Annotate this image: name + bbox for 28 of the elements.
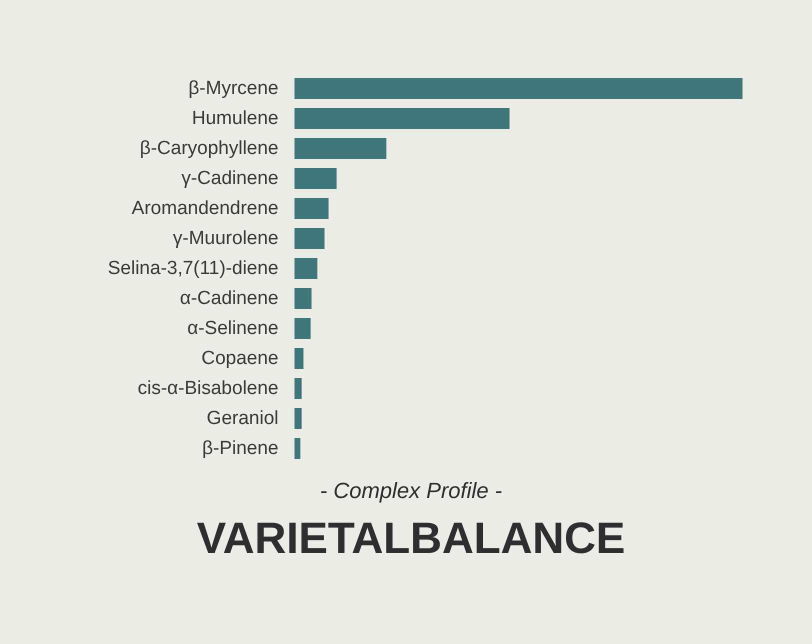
y-tick-label: β-Myrcene — [188, 78, 279, 99]
y-tick-label: β-Caryophyllene — [140, 138, 279, 159]
y-tick-label: cis-α-Bisabolene — [138, 378, 279, 399]
bar — [294, 108, 510, 129]
bar — [294, 408, 302, 429]
bar — [294, 168, 337, 189]
y-tick-label: β-Pinene — [202, 438, 279, 459]
y-tick-label: α-Cadinene — [180, 288, 278, 309]
y-tick-label: Geraniol — [206, 408, 279, 429]
bar — [294, 378, 302, 399]
bar — [294, 438, 300, 459]
bar — [294, 318, 311, 339]
bar — [294, 198, 329, 219]
y-tick-label: Selina-3,7(11)-diene — [108, 258, 278, 279]
y-tick-label: γ-Cadinene — [181, 168, 278, 189]
text: - Complex Profile - — [318, 477, 504, 505]
y-tick-label: Copaene — [201, 348, 278, 369]
y-tick-label: α-Selinene — [187, 318, 279, 339]
bar — [294, 288, 312, 309]
y-tick-label: Aromandendrene — [132, 198, 279, 219]
bar — [294, 228, 325, 249]
y-tick-label: Humulene — [192, 108, 279, 129]
bar — [294, 258, 318, 279]
text: VARIETALBALANCE — [196, 513, 626, 566]
bar — [294, 138, 386, 159]
bar — [294, 78, 742, 99]
y-tick-label: γ-Muurolene — [172, 228, 279, 249]
bar — [294, 348, 304, 369]
